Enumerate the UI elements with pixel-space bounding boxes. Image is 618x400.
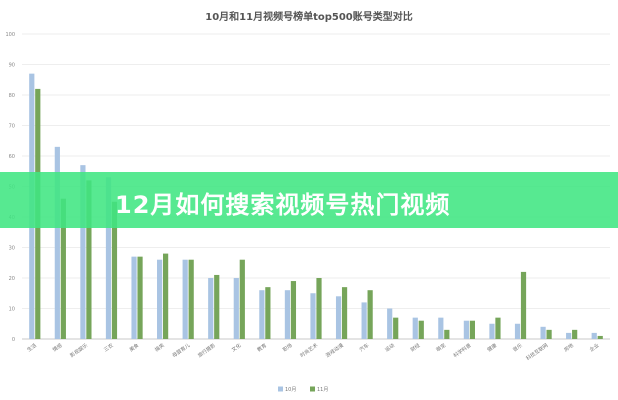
bar-nov bbox=[341, 287, 348, 339]
bar-nov bbox=[239, 259, 245, 339]
y-tick-label: 60 bbox=[9, 154, 15, 160]
bar-oct bbox=[284, 290, 291, 339]
bar-nov bbox=[546, 329, 552, 339]
bar-oct bbox=[387, 308, 393, 339]
bar-nov bbox=[316, 278, 322, 339]
x-tick-label: 音乐 bbox=[511, 342, 523, 353]
legend-label: 11月 bbox=[317, 387, 328, 393]
bar-oct bbox=[438, 317, 444, 339]
x-tick-label: 萌宠 bbox=[435, 342, 447, 353]
bar-oct bbox=[259, 290, 265, 339]
bar-oct bbox=[463, 320, 469, 339]
x-tick-label: 企业 bbox=[588, 342, 600, 353]
bar-oct bbox=[514, 323, 521, 339]
x-tick-label: 影视娱乐 bbox=[69, 342, 89, 359]
x-tick-label: 财经 bbox=[409, 342, 421, 353]
bar-nov bbox=[520, 271, 527, 339]
legend-swatch bbox=[278, 386, 283, 392]
bar-nov bbox=[188, 259, 194, 339]
y-tick-label: 30 bbox=[9, 246, 15, 252]
bar-nov bbox=[265, 287, 271, 339]
bar-nov bbox=[290, 281, 297, 339]
y-tick-label: 100 bbox=[5, 32, 15, 38]
x-tick-label: 职场 bbox=[281, 342, 293, 353]
bar-oct bbox=[157, 259, 163, 339]
y-tick-label: 70 bbox=[9, 124, 15, 130]
bar-oct bbox=[361, 302, 367, 339]
x-tick-label: 旅行摄影 bbox=[196, 342, 216, 359]
bar-oct bbox=[412, 317, 418, 339]
bar-nov bbox=[111, 201, 118, 339]
x-tick-label: 科学科普 bbox=[452, 342, 472, 359]
x-tick-label: 情感 bbox=[51, 342, 63, 353]
x-tick-label: 文化 bbox=[230, 342, 242, 353]
banner-overlay bbox=[0, 172, 618, 228]
x-tick-label: 科技互联网 bbox=[525, 342, 550, 362]
bar-oct bbox=[208, 278, 214, 339]
x-tick-label: 汽车 bbox=[358, 342, 370, 353]
x-tick-label: 生活 bbox=[26, 342, 38, 353]
bar-nov bbox=[214, 274, 220, 339]
bar-oct bbox=[540, 326, 546, 339]
x-tick-label: 母婴育儿 bbox=[171, 342, 191, 359]
bar-nov bbox=[367, 290, 373, 339]
bar-oct bbox=[566, 332, 572, 339]
banner-title: 12月如何搜索视频号热门视频 bbox=[115, 191, 451, 219]
bar-oct bbox=[80, 165, 86, 339]
bar-oct bbox=[182, 259, 188, 339]
bar-nov bbox=[418, 320, 424, 339]
bar-oct bbox=[54, 146, 60, 339]
y-tick-label: 20 bbox=[9, 276, 15, 282]
x-tick-label: 运动 bbox=[384, 342, 396, 353]
x-tick-label: 时尚艺术 bbox=[299, 342, 319, 359]
x-tick-label: 三农 bbox=[102, 342, 114, 353]
x-tick-label: 游戏动漫 bbox=[324, 342, 344, 359]
x-tick-label: 搞笑 bbox=[154, 342, 166, 353]
x-tick-label: 健康 bbox=[486, 342, 498, 353]
bar-oct bbox=[105, 177, 112, 339]
y-tick-label: 80 bbox=[9, 93, 15, 99]
bar-oct bbox=[233, 278, 239, 339]
bar-oct bbox=[335, 296, 342, 339]
bar-nov bbox=[60, 198, 66, 339]
bar-nov bbox=[86, 180, 92, 339]
bar-nov bbox=[163, 253, 169, 339]
bar-nov bbox=[137, 256, 143, 339]
bar-oct bbox=[489, 323, 495, 339]
bar-nov bbox=[572, 329, 578, 339]
y-tick-label: 0 bbox=[12, 337, 15, 343]
x-tick-label: 房地 bbox=[563, 342, 575, 353]
legend-label: 10月 bbox=[285, 387, 296, 393]
bar-nov bbox=[469, 320, 475, 339]
bar-oct bbox=[591, 332, 597, 339]
bar-oct bbox=[131, 256, 137, 339]
x-tick-label: 美食 bbox=[128, 342, 140, 353]
chart-title: 10月和11月视频号榜单top500账号类型对比 bbox=[205, 12, 413, 23]
bar-nov bbox=[444, 329, 450, 339]
bar-nov bbox=[597, 335, 603, 339]
y-tick-label: 90 bbox=[9, 63, 15, 69]
x-tick-label: 教育 bbox=[256, 342, 268, 353]
bar-oct bbox=[310, 293, 316, 339]
bar-nov bbox=[495, 317, 501, 339]
legend-swatch bbox=[310, 386, 315, 392]
bar-nov bbox=[393, 317, 399, 339]
y-tick-label: 10 bbox=[9, 307, 15, 313]
